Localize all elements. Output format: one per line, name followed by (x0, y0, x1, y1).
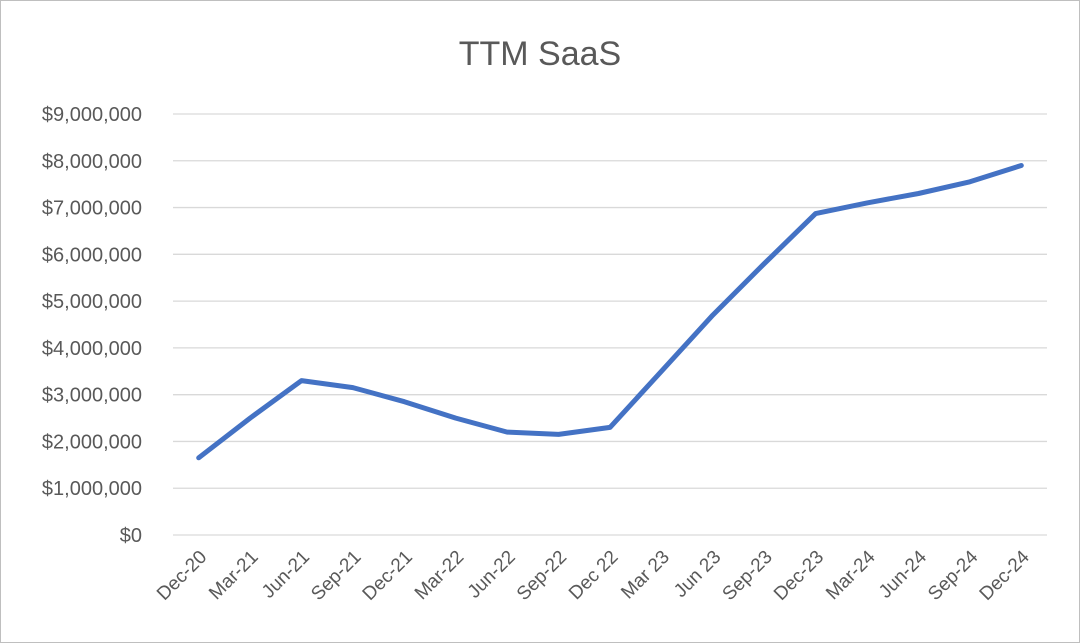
y-tick-label: $1,000,000 (42, 478, 142, 500)
x-tick-label: Mar-22 (411, 547, 468, 604)
x-tick-label: Jun-21 (258, 547, 314, 603)
y-tick-label: $6,000,000 (42, 244, 142, 266)
y-tick-label: $7,000,000 (42, 198, 142, 220)
x-tick-label: Sep-21 (307, 547, 365, 605)
x-tick-label: Jun-24 (875, 546, 931, 602)
x-tick-label: Dec-23 (770, 547, 828, 605)
y-tick-label: $4,000,000 (42, 338, 142, 360)
chart-title: TTM SaaS (459, 35, 621, 73)
x-tick-label: Mar-24 (822, 546, 880, 604)
gridlines (173, 113, 1047, 536)
x-tick-label: Mar-21 (205, 547, 262, 604)
x-tick-label: Sep-23 (719, 547, 777, 605)
y-tick-label: $2,000,000 (42, 431, 142, 453)
x-tick-label: Dec 22 (565, 547, 622, 604)
y-tick-label: $0 (120, 525, 142, 547)
y-tick-label: $5,000,000 (42, 291, 142, 313)
y-tick-label: $9,000,000 (42, 104, 142, 126)
x-tick-label: Jun-22 (464, 547, 520, 603)
x-axis-tick-labels: Dec-20Mar-21Jun-21Sep-21Dec-21Mar-22Jun-… (153, 546, 1034, 604)
x-tick-label: Sep-22 (513, 547, 571, 605)
series-line (196, 163, 1024, 461)
x-tick-label: Dec-21 (359, 547, 417, 605)
y-tick-label: $3,000,000 (42, 385, 142, 407)
y-tick-label: $8,000,000 (42, 151, 142, 173)
series-layer (196, 163, 1024, 461)
x-tick-label: Jun 23 (670, 547, 725, 602)
x-tick-label: Dec-20 (153, 547, 211, 605)
y-axis-tick-labels: $0 $1,000,000 $2,000,000 $3,000,000 $4,000,0… (42, 104, 142, 547)
x-tick-label: Sep-24 (924, 546, 982, 604)
x-tick-label: Dec-24 (976, 546, 1034, 604)
x-tick-label: Mar 23 (617, 547, 674, 604)
